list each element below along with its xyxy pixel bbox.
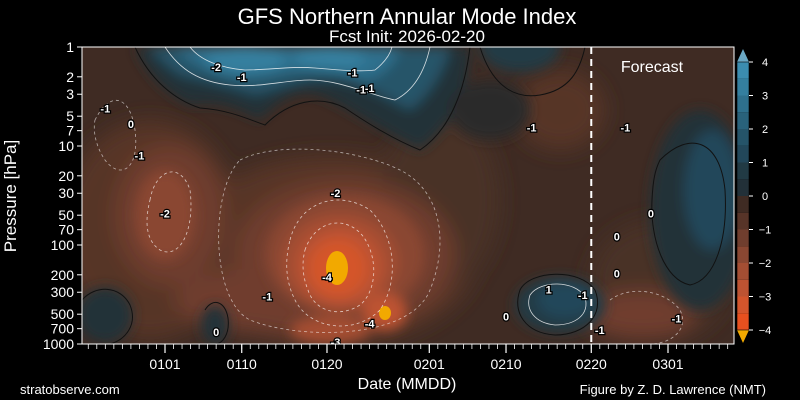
x-tick-label: 0301 xyxy=(652,356,683,372)
contour-label: -1 xyxy=(365,83,375,95)
contour-label: -1 xyxy=(672,313,682,325)
x-tick-label: 0110 xyxy=(227,356,257,372)
y-tick-label: 100 xyxy=(51,237,75,253)
colorbar-segment xyxy=(737,296,749,314)
chart-title: GFS Northern Annular Mode Index xyxy=(238,4,577,29)
x-tick-label: 0210 xyxy=(490,356,521,372)
contour-label: 0 xyxy=(503,312,509,324)
x-tick-label: 0120 xyxy=(311,356,342,372)
y-tick-label: 3 xyxy=(66,86,74,102)
colorbar-segment xyxy=(737,62,749,79)
contour-label: -1 xyxy=(356,85,366,97)
field-extreme-core xyxy=(326,251,348,285)
forecast-label: Forecast xyxy=(621,59,684,76)
x-tick-label: 0101 xyxy=(149,356,180,372)
x-tick-label: 0201 xyxy=(414,356,445,372)
contour-label: -2 xyxy=(211,62,221,74)
y-tick-label: 1000 xyxy=(43,336,74,352)
plot-area: -2-1 -1-1-1-10-1-1 -1-2-2 00-4 0-11 -10-4 -100… xyxy=(82,47,734,349)
contour-label: 0 xyxy=(614,269,620,281)
contour-label: 0 xyxy=(213,327,219,339)
contour-label: -1 xyxy=(578,290,588,302)
y-tick-label: 70 xyxy=(58,222,74,238)
colorbar: 4 3 2 1 0 −1 −2 −3 −4 xyxy=(736,49,772,343)
colorbar-tick-label: −1 xyxy=(759,225,772,237)
contour-label: -1 xyxy=(262,291,272,303)
contour-label: -2 xyxy=(331,188,341,200)
y-tick-label: 5 xyxy=(66,108,74,124)
y-tick-label: 200 xyxy=(51,267,75,283)
colorbar-tick-label: −2 xyxy=(759,258,772,270)
contour-label: -1 xyxy=(527,122,537,134)
footer-site: stratobserve.com xyxy=(20,382,120,397)
colorbar-tick-label: 3 xyxy=(762,91,768,103)
y-tick-label: 50 xyxy=(58,207,74,223)
colorbar-tick-label: −4 xyxy=(759,325,772,337)
colorbar-extend-low xyxy=(737,330,749,343)
y-tick-label: 30 xyxy=(58,185,74,201)
colorbar-segment xyxy=(737,95,749,113)
plot-frame xyxy=(81,46,735,345)
colorbar-segment xyxy=(737,313,749,330)
x-tick-label: 0220 xyxy=(576,356,607,372)
contour-label: -3 xyxy=(331,337,341,349)
contour-label: -1 xyxy=(237,72,247,84)
colorbar-segment xyxy=(737,179,749,196)
colorbar-extend-high xyxy=(737,49,749,62)
y-axis-label: Pressure [hPa] xyxy=(1,140,20,252)
colorbar-segment xyxy=(737,162,749,180)
contour-lines xyxy=(82,47,726,344)
y-tick-label: 7 xyxy=(66,123,74,139)
colorbar-segment xyxy=(737,78,749,96)
footer-credit: Figure by Z. D. Lawrence (NMT) xyxy=(580,382,766,397)
contour-label: -1 xyxy=(100,104,110,116)
contour-label: 0 xyxy=(648,208,654,220)
colorbar-tick-label: 2 xyxy=(762,124,768,136)
contour-label: 1 xyxy=(546,284,552,296)
chart-subtitle: Fcst Init: 2026-02-20 xyxy=(329,27,485,46)
field-extreme-core-2 xyxy=(379,306,391,320)
contour-label: -2 xyxy=(160,208,170,220)
colorbar-tick-label: −3 xyxy=(759,292,772,304)
y-tick-label: 300 xyxy=(51,284,75,300)
colorbar-segment xyxy=(737,246,749,263)
colorbar-tick-label: 1 xyxy=(762,158,768,170)
contour-label: -1 xyxy=(620,122,630,134)
colorbar-segment xyxy=(737,196,749,213)
contour-label: -1 xyxy=(135,151,145,163)
contour-label: 0 xyxy=(614,231,620,243)
colorbar-segment xyxy=(737,263,749,280)
colorbar-segment xyxy=(737,112,749,129)
contour-labels: -2-1 -1-1-1-10-1-1 -1-2-2 00-4 0-11 -10-4 -100… xyxy=(99,61,682,349)
colorbar-segment xyxy=(737,129,749,146)
colorbar-tick-label: 0 xyxy=(762,191,768,203)
y-tick-label: 10 xyxy=(58,138,74,154)
contour-label: 0 xyxy=(128,119,134,131)
x-axis-label: Date (MMDD) xyxy=(358,376,457,393)
colorbar-segment xyxy=(737,229,749,247)
x-axis: 0101 0110 0120 0201 0210 0220 0301 xyxy=(87,344,729,372)
y-tick-label: 1 xyxy=(66,39,74,55)
colorbar-segment xyxy=(737,145,749,163)
colorbar-segment xyxy=(737,212,749,230)
colorbar-segment xyxy=(737,279,749,297)
contour-label: -1 xyxy=(348,67,358,79)
y-tick-label: 2 xyxy=(66,69,74,85)
contour-label: -4 xyxy=(365,318,376,330)
y-tick-label: 700 xyxy=(51,321,75,337)
y-tick-label: 20 xyxy=(58,168,74,184)
colorbar-tick-label: 4 xyxy=(762,57,768,69)
contour-label: -1 xyxy=(595,325,605,337)
y-tick-label: 500 xyxy=(51,306,75,322)
contour-label: -4 xyxy=(322,272,333,284)
